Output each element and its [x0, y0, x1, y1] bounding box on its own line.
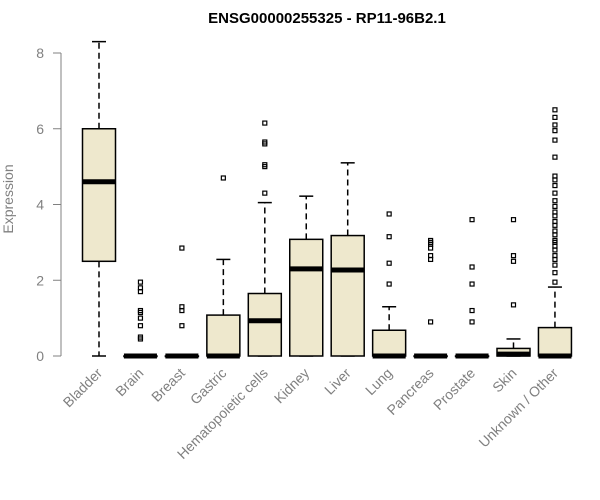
outlier-point [552, 279, 558, 285]
outlier-point [552, 209, 558, 215]
box-breast [164, 245, 200, 359]
y-axis: 0 2 4 6 8 [36, 45, 62, 364]
outlier-point [469, 281, 475, 287]
y-tick-label: 0 [36, 348, 44, 364]
iqr-box [537, 326, 573, 357]
x-category-label: Breast [148, 365, 188, 405]
outlier-point [552, 182, 558, 189]
outlier-point [428, 319, 434, 325]
outlier-point [386, 211, 392, 217]
outlier-point [262, 162, 268, 168]
outlier-point [469, 307, 475, 314]
outlier-point [552, 203, 558, 209]
outlier-point [137, 334, 144, 340]
x-category-label: Liver [321, 365, 354, 398]
outlier-point [552, 114, 558, 120]
outlier-point [137, 279, 144, 285]
y-tick-label: 4 [36, 197, 44, 213]
y-tick-label: 8 [36, 45, 44, 61]
outlier-point [428, 253, 434, 259]
box-bladder [81, 40, 117, 357]
outlier-point [552, 218, 558, 225]
iqr-box [206, 314, 241, 357]
outlier-point [179, 323, 185, 329]
box-brain [123, 279, 158, 359]
outlier-point [510, 302, 517, 308]
outlier-point [552, 253, 558, 259]
outlier-point [428, 237, 434, 244]
iqr-box [289, 238, 324, 357]
outlier-point [552, 128, 558, 134]
outlier-point [179, 304, 185, 310]
x-category-label: Bladder [60, 365, 106, 411]
x-category-label: Unknown / Other [475, 365, 561, 451]
outlier-point [386, 281, 392, 287]
outlier-point [137, 307, 144, 314]
x-category-label: Brain [112, 365, 146, 399]
outlier-point [469, 217, 475, 223]
x-category-label: Lung [362, 365, 395, 398]
outlier-point [510, 253, 517, 259]
y-tick-label: 6 [36, 121, 44, 137]
outlier-point [469, 319, 475, 325]
outlier-point [552, 198, 558, 204]
outlier-point [552, 173, 558, 179]
outlier-point [552, 262, 558, 268]
x-category-label: Skin [489, 365, 520, 396]
x-category-label: Prostate [430, 365, 478, 413]
outlier-point [469, 264, 475, 270]
box-gastric [206, 175, 241, 359]
chart-title: ENSG00000255325 - RP11-96B2.1 [208, 10, 446, 27]
outlier-point [552, 154, 558, 160]
box-kidney [289, 195, 324, 357]
outlier-point [552, 270, 558, 276]
box-pancreas [413, 237, 448, 359]
outlier-point [552, 122, 558, 128]
iqr-box [371, 329, 407, 357]
outlier-point [386, 234, 392, 240]
box-lung [371, 211, 407, 359]
y-tick-label: 2 [36, 272, 44, 288]
outlier-point [262, 190, 268, 196]
outlier-point [262, 139, 268, 145]
box-liver [330, 162, 365, 357]
outlier-point [552, 137, 558, 143]
outlier-point [552, 107, 558, 113]
box-prostate [454, 217, 490, 359]
y-axis-title: Expression [0, 164, 16, 233]
iqr-box [247, 292, 283, 357]
outlier-point [137, 285, 144, 291]
outlier-point [510, 258, 517, 264]
outlier-point [386, 260, 392, 266]
box-unknown-other [537, 107, 573, 359]
iqr-box [81, 128, 117, 263]
box-group [81, 40, 573, 359]
outlier-point [220, 175, 226, 181]
box-skin [496, 217, 531, 357]
x-category-label: Kidney [271, 365, 313, 407]
outlier-point [262, 120, 268, 126]
outlier-point [137, 315, 144, 321]
outlier-point [179, 245, 185, 251]
iqr-box [330, 234, 365, 357]
outlier-point [137, 323, 144, 329]
box-hematopoietic-cells [247, 120, 283, 357]
outlier-point [552, 237, 558, 244]
outlier-point [552, 228, 558, 234]
outlier-point [552, 190, 558, 196]
outlier-point [510, 217, 517, 223]
